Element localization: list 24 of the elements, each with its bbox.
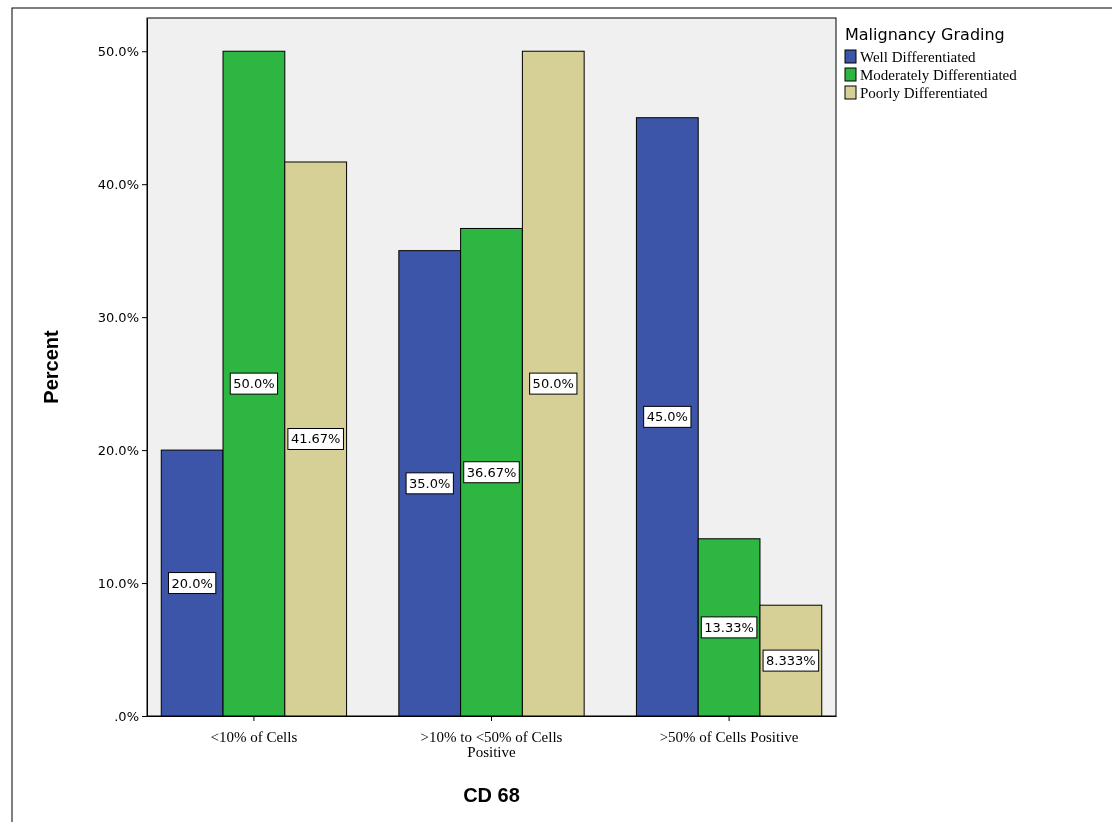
- data-label: 13.33%: [704, 619, 754, 635]
- data-label: 20.0%: [171, 575, 213, 591]
- data-label: 45.0%: [646, 409, 688, 425]
- data-label: 50.0%: [532, 376, 574, 392]
- legend-label: Poorly Differentiated: [860, 85, 989, 101]
- data-label: 50.0%: [233, 376, 275, 392]
- x-tick-label: <10% of Cells: [210, 729, 298, 745]
- legend-label: Well Differentiated: [860, 49, 977, 65]
- legend-label: Moderately Differentiated: [860, 67, 1018, 83]
- y-tick-label: .0%: [114, 708, 139, 724]
- y-tick-label: 10.0%: [97, 575, 139, 591]
- x-tick-label: >50% of Cells Positive: [659, 729, 799, 745]
- data-label: 35.0%: [409, 475, 451, 491]
- data-label: 8.333%: [766, 653, 816, 669]
- y-tick-label: 50.0%: [97, 43, 139, 59]
- y-tick-label: 30.0%: [97, 309, 139, 325]
- y-tick-label: 20.0%: [97, 442, 139, 458]
- x-tick-label: >10% to <50% of Cells Positive: [420, 729, 563, 760]
- data-label: 41.67%: [290, 431, 341, 447]
- x-axis-title: CD 68: [463, 784, 520, 806]
- y-tick-label: 40.0%: [97, 176, 139, 192]
- data-label: 36.67%: [466, 464, 517, 480]
- legend-title: Malignancy Grading: [845, 25, 1005, 44]
- y-axis-title: Percent: [40, 329, 62, 404]
